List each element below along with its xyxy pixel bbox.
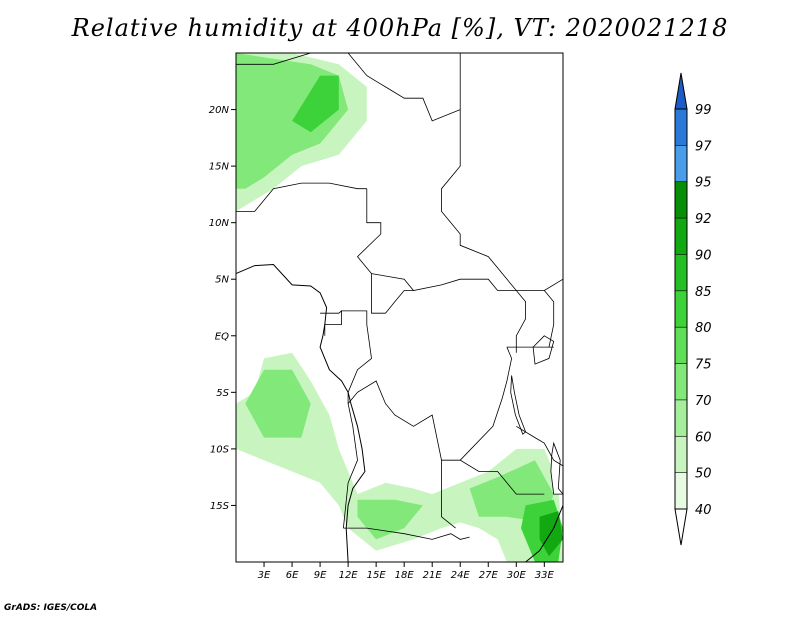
lat-tick-label: 10N (209, 218, 230, 229)
country-border (459, 346, 513, 461)
longitude-axis: 3E 6E 9E 12E 15E 18E 21E 24E 27E 30E 33E (258, 562, 555, 581)
lake-outline (550, 441, 564, 495)
colorbar-label: 80 (695, 321, 712, 336)
country-border (347, 380, 545, 495)
latitude-axis: 20N 15N 10N 5N EQ 5S 10S 15S (209, 105, 236, 512)
colorbar-label: 90 (695, 248, 712, 263)
country-borders-layer (235, 52, 564, 563)
humidity-region (539, 511, 563, 557)
lat-tick-label: 5N (215, 275, 229, 286)
colorbar-label: 99 (695, 103, 712, 118)
lon-tick-label: 24E (451, 570, 471, 581)
lat-tick-label: 15S (210, 501, 230, 512)
colorbar-label: 70 (695, 394, 712, 409)
country-border (356, 188, 386, 314)
country-border (516, 425, 564, 467)
colorbar-label: 60 (695, 430, 712, 445)
lon-tick-label: 9E (314, 570, 327, 581)
colorbar-label: 85 (695, 285, 712, 300)
country-border (236, 182, 367, 212)
humidity-region (292, 75, 339, 133)
lon-tick-label: 33E (535, 570, 555, 581)
lat-tick-label: 20N (209, 105, 230, 116)
lake-outline (532, 335, 555, 365)
colorbar-segment (675, 327, 687, 364)
lon-tick-label: 3E (258, 570, 271, 581)
colorbar-label: 50 (695, 467, 712, 482)
colorbar-segment (675, 436, 687, 473)
lat-tick-label: 15N (209, 162, 230, 173)
lon-tick-label: 15E (367, 570, 387, 581)
colorbar-segment (675, 218, 687, 255)
colorbar-segment (675, 290, 687, 328)
country-border (236, 52, 311, 65)
map-title: Relative humidity at 400hPa [%], VT: 202… (71, 14, 729, 42)
colorbar-segment (675, 109, 687, 146)
lakes-layer (510, 335, 564, 495)
lon-tick-label: 27E (479, 570, 499, 581)
colorbar-label: 40 (695, 503, 712, 518)
lon-tick-label: 6E (286, 570, 299, 581)
colorbar-segment (675, 399, 687, 437)
colorbar-segment (675, 145, 687, 182)
colorbar: 40 50 60 70 75 80 85 90 92 95 97 99 (674, 72, 712, 546)
lat-tick-label: EQ (215, 331, 229, 342)
colorbar-bottom-triangle (674, 508, 688, 546)
lon-tick-label: 21E (423, 570, 443, 581)
lon-tick-label: 12E (339, 570, 359, 581)
lon-tick-label: 30E (507, 570, 527, 581)
map-border (235, 52, 564, 563)
country-border (441, 460, 456, 529)
country-border (385, 290, 414, 314)
country-border (371, 273, 517, 291)
lat-tick-label: 10S (210, 444, 230, 455)
coastline (235, 263, 366, 563)
lon-tick-label: 18E (395, 570, 415, 581)
coastline (525, 505, 564, 563)
country-border (343, 403, 358, 529)
colorbar-label: 75 (695, 358, 712, 373)
country-border (343, 527, 470, 540)
country-border (441, 109, 564, 291)
humidity-region (245, 369, 311, 438)
country-border (515, 290, 526, 353)
country-border (543, 290, 555, 348)
colorbar-segment (675, 472, 687, 509)
country-border (347, 52, 461, 122)
colorbar-top-triangle (674, 72, 688, 110)
colorbar-label: 95 (695, 176, 712, 191)
colorbar-segment (675, 363, 687, 400)
colorbar-label: 92 (695, 212, 712, 227)
colorbar-segment (675, 254, 687, 291)
colorbar-segment (675, 181, 687, 219)
lat-tick-label: 5S (216, 388, 229, 399)
grads-credit: GrADS: IGES/COLA (4, 603, 98, 613)
lake-outline (510, 375, 527, 435)
colorbar-label: 97 (695, 139, 712, 154)
